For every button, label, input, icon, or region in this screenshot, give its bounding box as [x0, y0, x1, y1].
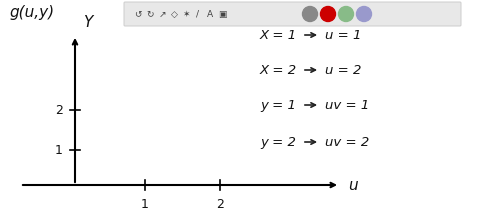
Text: X = 2: X = 2 — [260, 64, 297, 77]
Text: ↗: ↗ — [158, 9, 166, 18]
Text: g(u,y): g(u,y) — [10, 4, 55, 20]
Text: 2: 2 — [216, 198, 224, 211]
Text: u = 2: u = 2 — [325, 64, 361, 77]
Text: u: u — [348, 178, 358, 192]
Text: ◇: ◇ — [170, 9, 178, 18]
Text: uv = 2: uv = 2 — [325, 136, 369, 149]
Text: ↻: ↻ — [146, 9, 154, 18]
Text: A: A — [207, 9, 213, 18]
Text: y = 2: y = 2 — [260, 136, 296, 149]
Text: 1: 1 — [141, 198, 149, 211]
Text: 1: 1 — [55, 143, 63, 156]
Circle shape — [357, 7, 372, 22]
Text: X = 1: X = 1 — [260, 29, 297, 42]
Text: ▣: ▣ — [218, 9, 226, 18]
FancyBboxPatch shape — [124, 2, 461, 26]
Text: 2: 2 — [55, 103, 63, 117]
Text: /: / — [196, 9, 200, 18]
Circle shape — [338, 7, 353, 22]
Text: uv = 1: uv = 1 — [325, 99, 369, 112]
Text: Y: Y — [83, 15, 92, 30]
Text: ↺: ↺ — [134, 9, 142, 18]
Circle shape — [321, 7, 336, 22]
Text: y = 1: y = 1 — [260, 99, 296, 112]
Text: u = 1: u = 1 — [325, 29, 361, 42]
Circle shape — [302, 7, 317, 22]
Text: ✶: ✶ — [182, 9, 190, 18]
